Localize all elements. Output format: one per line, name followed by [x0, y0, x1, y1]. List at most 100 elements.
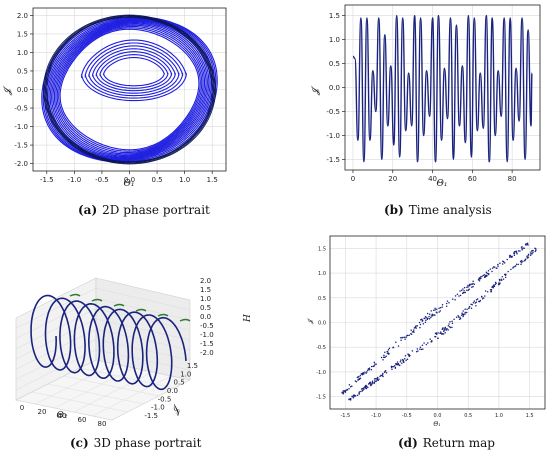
return-map-point: [384, 370, 387, 372]
panel-c-series: [30, 293, 191, 391]
grid-line: [54, 367, 134, 409]
return-map-point: [399, 361, 402, 363]
return-map-point: [500, 278, 502, 280]
return-map-point: [490, 291, 492, 293]
return-map-point: [472, 285, 474, 288]
x-tick-label: -0.5: [95, 176, 109, 184]
y-tick-label: 1.5: [187, 362, 198, 370]
return-map-point: [414, 325, 417, 328]
return-map-point: [362, 389, 364, 391]
y-tick-label: 1.0: [318, 271, 326, 277]
return-map-point: [449, 326, 452, 329]
return-map-point: [446, 300, 449, 302]
return-map-point: [460, 289, 463, 292]
panel-a-series: [41, 14, 218, 165]
return-map-point: [514, 250, 516, 253]
return-map-point: [385, 371, 388, 374]
return-map-point: [524, 260, 526, 262]
return-map-point: [408, 353, 410, 356]
return-map-point: [534, 250, 537, 253]
x-tick-label: -1.5: [340, 413, 350, 419]
return-map-point: [502, 260, 504, 263]
panel-c-zlabel: H: [240, 313, 250, 322]
return-map-point: [348, 384, 351, 386]
panel-b-xlabel: Θ₁: [437, 179, 448, 189]
return-map-point: [423, 342, 425, 344]
return-map-point: [431, 340, 433, 343]
return-map-point: [480, 277, 482, 280]
return-map-point: [461, 313, 464, 316]
return-map-point: [487, 273, 490, 276]
return-map-point: [417, 350, 419, 352]
return-map-point: [365, 372, 367, 374]
return-map-point: [526, 256, 529, 259]
return-map-point: [387, 349, 390, 351]
return-map-point: [497, 265, 499, 267]
panel-a-xticks: -1.5 -1.0 -0.5 0.0 0.5 1.0 1.5: [40, 171, 218, 184]
return-map-point: [463, 286, 466, 289]
return-map-point: [368, 369, 371, 371]
y-tick-label: -0.5: [326, 108, 340, 116]
return-map-point: [397, 345, 400, 347]
return-map-point: [365, 387, 368, 390]
return-map-point: [466, 286, 468, 289]
panel-c-caption-text: 3D phase portrait: [94, 436, 202, 450]
return-map-point: [411, 350, 414, 352]
helix-accent: [69, 293, 81, 297]
return-map-point: [384, 351, 386, 354]
z-tick-label: -0.5: [200, 322, 214, 330]
orbit-dark-band: [44, 15, 215, 164]
orbit-outer: [53, 23, 206, 156]
return-map-point: [472, 302, 475, 304]
return-map-point: [497, 263, 499, 266]
x-tick-label: 80: [508, 175, 517, 183]
panel-b-time-analysis: 0 20 40 60 80 -1.5-1.0-0.50.00.51.01.5 Θ₁ 𝓙 …: [311, 4, 541, 217]
return-map-point: [506, 258, 508, 261]
x-tick-label: 20: [388, 175, 397, 183]
return-map-point: [354, 380, 357, 382]
panel-a-xlabel: Θ₁: [124, 179, 135, 189]
return-map-point: [511, 256, 513, 259]
return-map-point: [486, 290, 489, 293]
return-map-point: [464, 311, 466, 314]
return-map-point: [400, 339, 402, 342]
y-tick-label: 2.0: [17, 12, 28, 20]
return-map-point: [348, 398, 350, 400]
return-map-point: [424, 321, 427, 323]
return-map-point: [363, 373, 365, 375]
x-tick-label: 0: [20, 404, 24, 412]
grid-line: [35, 363, 115, 405]
return-map-point: [415, 350, 418, 353]
return-map-point: [396, 361, 399, 363]
y-tick-label: -1.5: [14, 142, 28, 150]
return-map-point: [383, 354, 385, 357]
return-map-point: [420, 348, 423, 351]
y-tick-label: -1.0: [326, 132, 340, 140]
return-map-point: [475, 304, 477, 307]
panel-c-zticks: -2.0-1.5-1.0-0.50.00.51.01.52.0: [200, 277, 214, 357]
return-map-point: [380, 356, 383, 359]
return-map-point: [499, 282, 501, 284]
return-map-point: [394, 363, 397, 365]
return-map-point: [422, 322, 425, 325]
helix-accent: [157, 313, 169, 317]
return-map-point: [505, 273, 507, 275]
y-tick-label: -0.5: [158, 395, 172, 403]
return-map-point: [462, 310, 464, 312]
return-map-point: [531, 252, 533, 255]
return-map-point: [428, 313, 431, 315]
return-map-point: [374, 378, 377, 380]
grid-line: [95, 318, 191, 341]
grid-line: [15, 339, 97, 380]
panel-d-frame: [329, 235, 546, 410]
z-tick-label: -1.0: [200, 331, 214, 339]
return-map-point: [462, 315, 464, 318]
return-map-point: [530, 251, 532, 253]
helix-curve: [30, 294, 187, 391]
return-map-point: [531, 250, 533, 252]
return-map-point: [521, 248, 523, 250]
orbit-outer: [52, 22, 207, 157]
return-map-point: [454, 299, 456, 301]
x-tick-label: -1.5: [40, 176, 54, 184]
